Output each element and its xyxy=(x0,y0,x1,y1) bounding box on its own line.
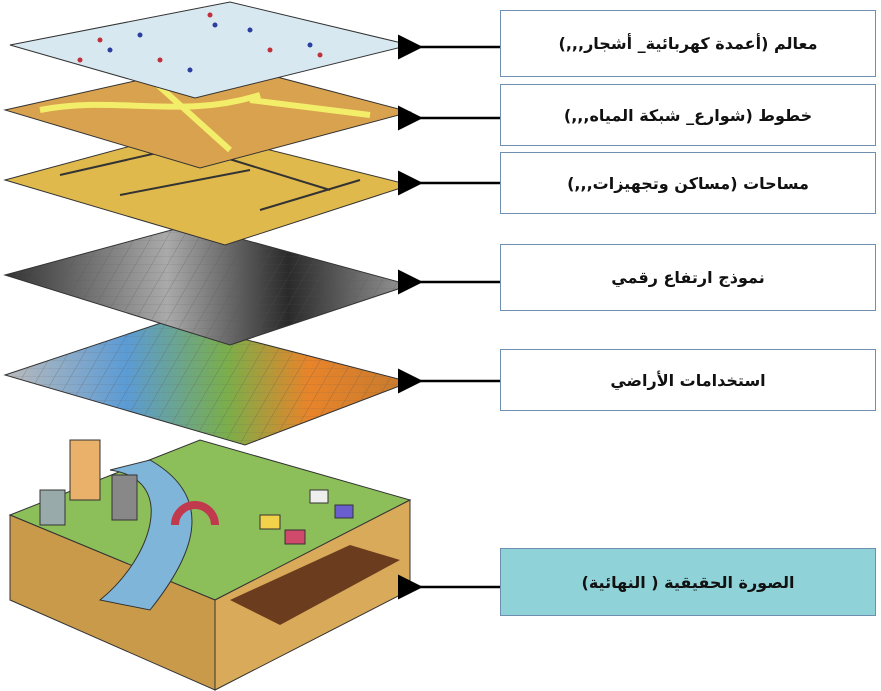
final-label: الصورة الحقيقية ( النهائية) xyxy=(500,548,876,616)
area-boundaries xyxy=(59,149,361,211)
street-lines xyxy=(39,75,371,153)
dem-grid xyxy=(5,225,410,345)
arrows xyxy=(398,34,500,600)
layer-label: نموذج ارتفاع رقمي xyxy=(500,244,876,311)
layer-label: معالم (أعمدة كهربائية_ أشجار,,,) xyxy=(500,10,876,77)
layer-label: مساحات (مساكن وتجهيزات,,,) xyxy=(500,152,876,214)
land-use-grid xyxy=(5,320,410,445)
layer-label: خطوط (شوارع_ شبكة المياه,,,) xyxy=(500,84,876,146)
base-block xyxy=(8,439,412,691)
layer-label: استخدامات الأراضي xyxy=(500,349,876,411)
feature-points xyxy=(77,12,323,73)
